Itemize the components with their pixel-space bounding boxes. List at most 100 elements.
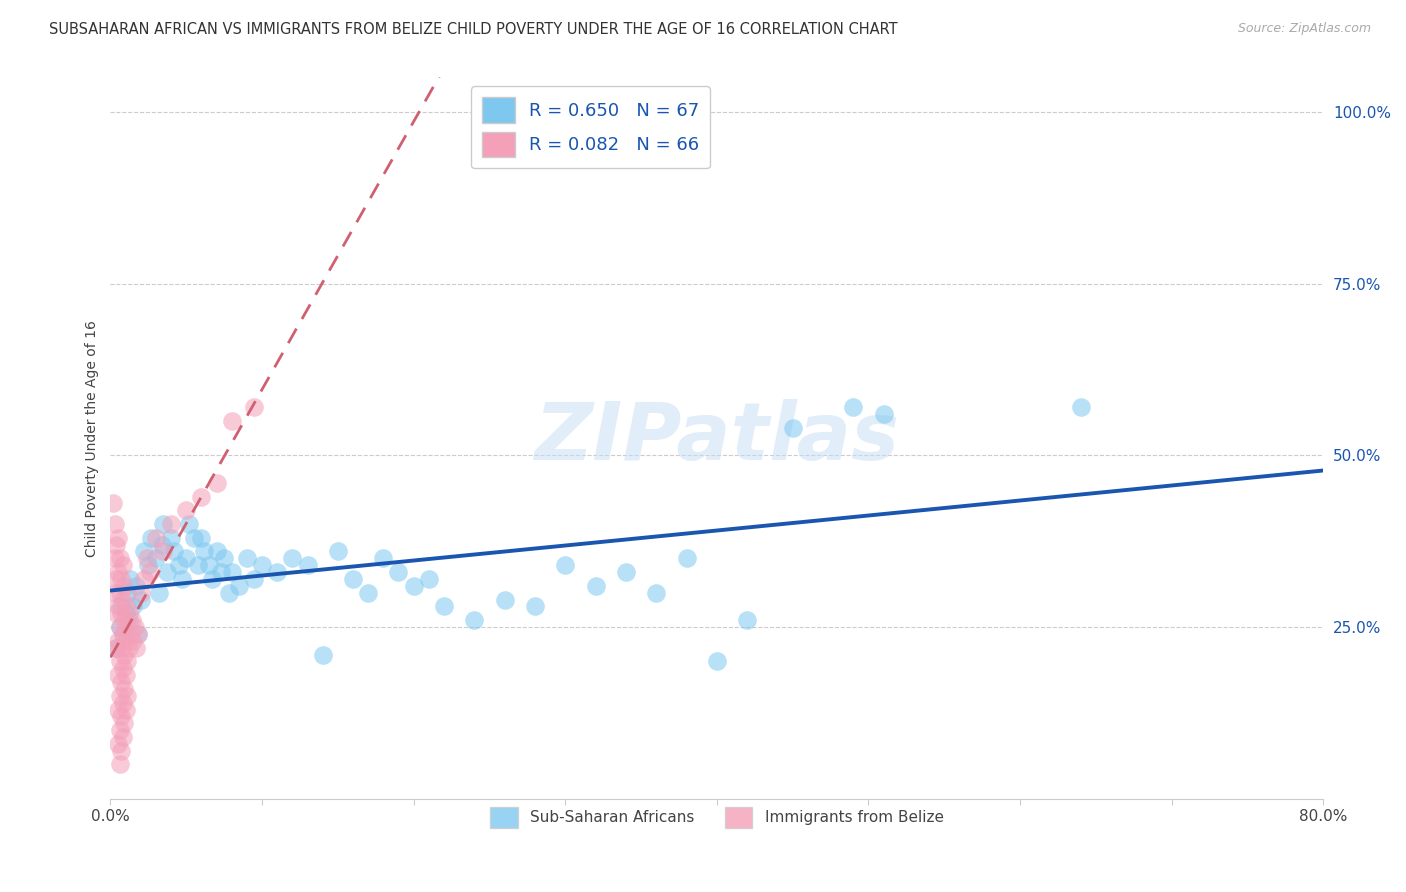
Point xyxy=(418,572,440,586)
Point xyxy=(107,565,129,579)
Point xyxy=(141,531,163,545)
Point xyxy=(463,613,485,627)
Point xyxy=(135,551,157,566)
Point xyxy=(107,599,129,614)
Point xyxy=(117,613,139,627)
Point xyxy=(243,572,266,586)
Point xyxy=(183,531,205,545)
Point xyxy=(107,531,129,545)
Point xyxy=(494,592,516,607)
Point xyxy=(218,585,240,599)
Point xyxy=(187,558,209,573)
Point xyxy=(201,572,224,586)
Point xyxy=(281,551,304,566)
Point xyxy=(163,544,186,558)
Point xyxy=(433,599,456,614)
Point xyxy=(160,531,183,545)
Legend: Sub-Saharan Africans, Immigrants from Belize: Sub-Saharan Africans, Immigrants from Be… xyxy=(484,801,949,835)
Point xyxy=(373,551,395,566)
Point xyxy=(150,538,173,552)
Point xyxy=(132,544,155,558)
Point xyxy=(190,490,212,504)
Point xyxy=(108,757,131,772)
Point xyxy=(167,558,190,573)
Point xyxy=(115,620,138,634)
Point xyxy=(155,565,177,579)
Point xyxy=(124,620,146,634)
Point xyxy=(114,633,136,648)
Point xyxy=(114,607,136,621)
Point xyxy=(152,516,174,531)
Point xyxy=(205,475,228,490)
Point xyxy=(243,401,266,415)
Point xyxy=(121,613,143,627)
Point xyxy=(209,565,232,579)
Point xyxy=(112,579,135,593)
Point xyxy=(107,702,129,716)
Point xyxy=(110,640,132,655)
Point xyxy=(145,531,167,545)
Point xyxy=(111,558,134,573)
Point xyxy=(111,592,134,607)
Point xyxy=(112,716,135,731)
Text: ZIPatlas: ZIPatlas xyxy=(534,399,900,477)
Point xyxy=(115,655,138,669)
Point xyxy=(221,414,243,428)
Point xyxy=(107,668,129,682)
Point xyxy=(139,565,162,579)
Point xyxy=(105,538,128,552)
Point xyxy=(108,723,131,738)
Point xyxy=(129,592,152,607)
Point xyxy=(108,551,131,566)
Point xyxy=(125,640,148,655)
Point xyxy=(170,572,193,586)
Text: SUBSAHARAN AFRICAN VS IMMIGRANTS FROM BELIZE CHILD POVERTY UNDER THE AGE OF 16 C: SUBSAHARAN AFRICAN VS IMMIGRANTS FROM BE… xyxy=(49,22,898,37)
Point xyxy=(585,579,607,593)
Point xyxy=(190,531,212,545)
Point xyxy=(117,607,139,621)
Point xyxy=(105,640,128,655)
Point xyxy=(193,544,215,558)
Point xyxy=(112,613,135,627)
Point xyxy=(402,579,425,593)
Point xyxy=(108,655,131,669)
Point xyxy=(120,572,142,586)
Point xyxy=(236,551,259,566)
Point xyxy=(523,599,546,614)
Point xyxy=(675,551,697,566)
Point xyxy=(179,516,201,531)
Point xyxy=(108,620,131,634)
Point xyxy=(108,689,131,703)
Point xyxy=(228,579,250,593)
Point xyxy=(110,709,132,723)
Point xyxy=(104,585,127,599)
Point xyxy=(114,599,136,614)
Text: Source: ZipAtlas.com: Source: ZipAtlas.com xyxy=(1237,22,1371,36)
Point xyxy=(250,558,273,573)
Point xyxy=(145,551,167,566)
Point xyxy=(842,401,865,415)
Point xyxy=(105,607,128,621)
Point xyxy=(198,558,221,573)
Point xyxy=(127,627,149,641)
Point xyxy=(114,668,136,682)
Point xyxy=(104,516,127,531)
Point xyxy=(114,702,136,716)
Point xyxy=(160,516,183,531)
Point xyxy=(645,585,668,599)
Point xyxy=(387,565,409,579)
Point xyxy=(110,675,132,690)
Point xyxy=(111,730,134,744)
Point xyxy=(111,696,134,710)
Point xyxy=(614,565,637,579)
Point xyxy=(122,599,145,614)
Point xyxy=(110,572,132,586)
Point xyxy=(357,585,380,599)
Point xyxy=(107,737,129,751)
Point xyxy=(212,551,235,566)
Point xyxy=(297,558,319,573)
Point xyxy=(127,627,149,641)
Point xyxy=(122,633,145,648)
Point xyxy=(108,585,131,599)
Point xyxy=(111,661,134,675)
